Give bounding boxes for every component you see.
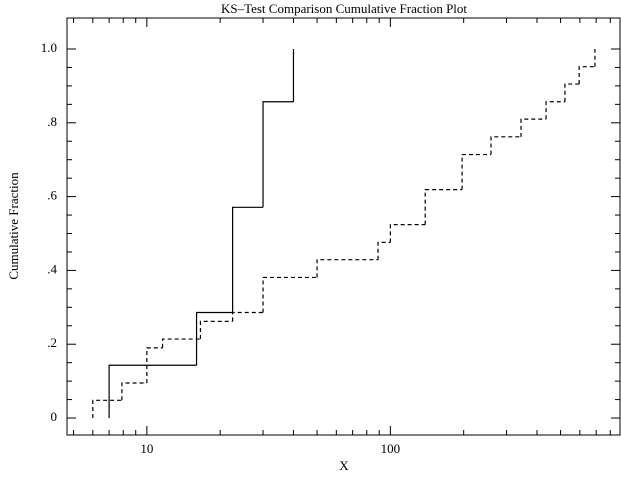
plot-frame (66, 17, 621, 436)
step-segment (232, 311, 264, 322)
x-tick-label: 10 (140, 441, 153, 456)
y-tick-label: .8 (47, 114, 57, 129)
x-axis-label: X (339, 458, 349, 473)
step-segment (146, 347, 163, 383)
step-segment (490, 136, 522, 155)
step-segment (520, 118, 547, 137)
step-segment (232, 206, 264, 313)
step-segment (121, 382, 147, 401)
step-segment (195, 311, 233, 366)
y-tick-label: 1.0 (41, 40, 57, 55)
y-tick-label: .6 (47, 188, 57, 203)
step-segment (377, 241, 391, 260)
step-segment (578, 66, 595, 85)
x-tick-label: 100 (381, 441, 401, 456)
step-segment (161, 338, 201, 348)
y-tick-label: .2 (47, 335, 57, 350)
step-segment (545, 101, 565, 120)
y-axis-label: Cumulative Fraction (6, 172, 21, 280)
step-segment (92, 399, 122, 419)
step-segment (316, 259, 379, 278)
chart-title: KS–Test Comparison Cumulative Fraction P… (221, 1, 467, 16)
step-segment (389, 224, 426, 243)
step-segment (424, 188, 463, 225)
step-segment (461, 153, 492, 190)
step-segment (262, 276, 318, 313)
y-tick-label: .4 (47, 261, 57, 276)
y-tick-label: 0 (51, 409, 58, 424)
step-segment (262, 101, 294, 208)
step-segment (108, 364, 197, 419)
step-segment (564, 83, 580, 102)
step-segment (199, 320, 233, 340)
